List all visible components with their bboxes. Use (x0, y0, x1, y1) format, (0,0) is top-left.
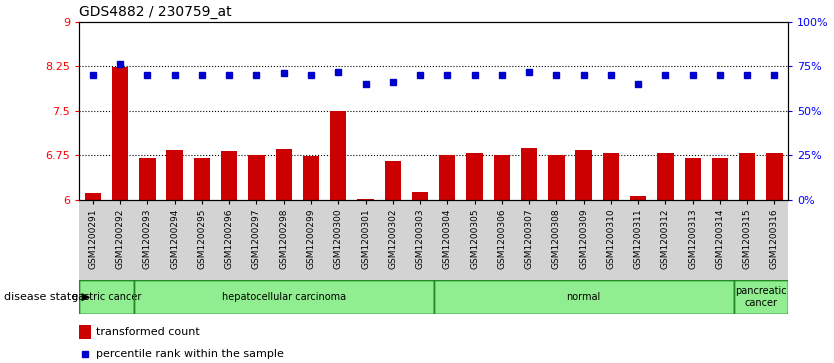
Bar (711, 158, 728, 200)
Bar (440, 155, 455, 200)
Bar (548, 155, 565, 200)
Bar (133, 280, 434, 314)
Bar (657, 154, 674, 200)
Bar (766, 154, 782, 200)
Bar (112, 67, 128, 200)
Bar (466, 153, 483, 200)
Bar (221, 151, 238, 200)
Bar (275, 149, 292, 200)
Bar (412, 192, 428, 200)
Bar (85, 192, 101, 200)
Text: gastric cancer: gastric cancer (72, 292, 141, 302)
Bar (139, 158, 156, 200)
Bar (357, 199, 374, 200)
Text: pancreatic
cancer: pancreatic cancer (735, 286, 786, 307)
Bar (630, 196, 646, 200)
Text: normal: normal (566, 292, 600, 302)
Bar (330, 111, 346, 200)
Text: disease state ▶: disease state ▶ (4, 292, 90, 302)
Bar (434, 280, 734, 314)
Bar (603, 153, 619, 200)
Bar (739, 153, 756, 200)
Text: percentile rank within the sample: percentile rank within the sample (96, 350, 284, 359)
Bar (734, 280, 788, 314)
Bar (384, 161, 401, 200)
Bar (521, 148, 537, 200)
Text: GDS4882 / 230759_at: GDS4882 / 230759_at (79, 5, 232, 19)
Bar (249, 155, 264, 200)
Bar (494, 155, 510, 200)
Bar (575, 150, 592, 200)
Bar (303, 156, 319, 200)
Text: hepatocellular carcinoma: hepatocellular carcinoma (222, 292, 346, 302)
Text: transformed count: transformed count (96, 327, 200, 337)
Bar (79, 325, 91, 339)
Bar (685, 158, 701, 200)
Bar (79, 280, 133, 314)
Bar (167, 150, 183, 200)
Bar (193, 158, 210, 200)
